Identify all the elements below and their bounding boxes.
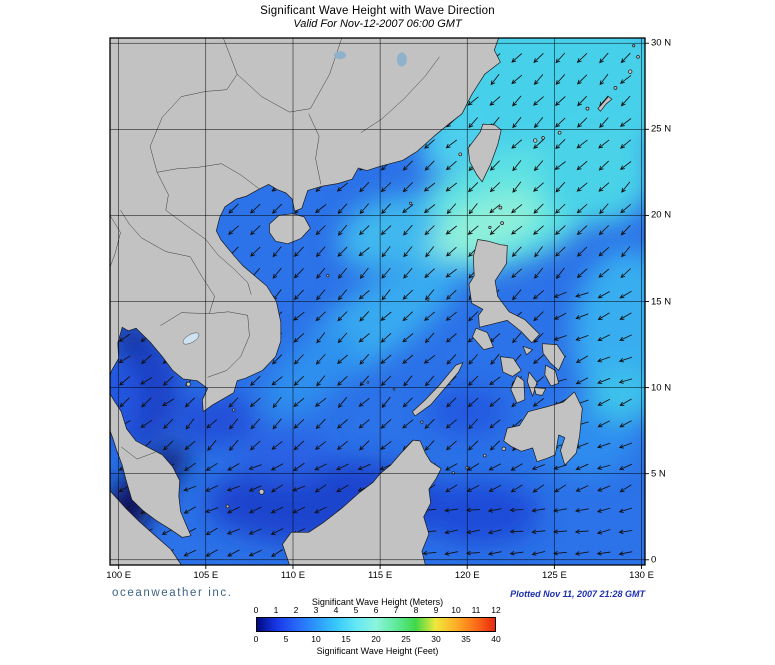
colorbar-meters-tick: 8 bbox=[413, 605, 419, 615]
lon-label: 125 E bbox=[541, 570, 567, 581]
colorbar-meters-tick: 12 bbox=[491, 605, 501, 615]
grid-layer bbox=[110, 38, 649, 569]
colorbar-meters-tick: 3 bbox=[313, 605, 319, 615]
colorbar-title-feet: Significant Wave Height (Feet) bbox=[316, 646, 439, 656]
lon-label: 105 E bbox=[193, 570, 219, 581]
lat-label: 25 N bbox=[651, 123, 672, 135]
colorbar-meters-tick: 10 bbox=[451, 605, 461, 615]
land-layer bbox=[110, 38, 640, 565]
map-frame bbox=[109, 37, 646, 566]
colorbar-feet-tick: 35 bbox=[461, 634, 471, 644]
plotted-timestamp: Plotted Nov 11, 2007 21:28 GMT bbox=[510, 589, 645, 599]
lat-label: 15 N bbox=[651, 296, 672, 307]
lat-label: 30 N bbox=[651, 37, 672, 49]
colorbar-feet-tick: 5 bbox=[283, 634, 289, 644]
colorbar-feet-tick: 15 bbox=[341, 634, 351, 644]
lon-label: 130 E bbox=[629, 570, 654, 581]
colorbar-meters-tick: 4 bbox=[333, 605, 339, 615]
colorbar-meters-tick: 1 bbox=[273, 605, 279, 615]
colorbar-feet-tick: 10 bbox=[311, 634, 321, 644]
lon-label: 100 E bbox=[106, 570, 132, 581]
colorbar-feet-tick: 20 bbox=[371, 634, 381, 644]
colorbar-meters-tick: 7 bbox=[393, 605, 399, 615]
colorbar-feet-tick: 30 bbox=[431, 634, 441, 644]
lat-label: 5 N bbox=[651, 468, 666, 480]
colorbar-meters-tick: 6 bbox=[373, 605, 379, 615]
colorbar-meters-tick: 2 bbox=[293, 605, 299, 615]
lat-label: 20 N bbox=[651, 209, 672, 221]
chart-title: Significant Wave Height with Wave Direct… bbox=[260, 5, 495, 17]
colorbar-meters-tick: 11 bbox=[471, 605, 481, 615]
colorbar-title-meters: Significant Wave Height (Meters) bbox=[311, 597, 444, 607]
lon-label: 110 E bbox=[280, 570, 306, 581]
oceanweather-logo: oceanweather inc. bbox=[112, 587, 233, 599]
colorbar-feet-tick: 40 bbox=[491, 634, 501, 644]
chart-valid-time: Valid For Nov-12-2007 06:00 GMT bbox=[293, 18, 462, 30]
colorbar-gradient bbox=[256, 617, 496, 632]
lon-label: 120 E bbox=[454, 570, 480, 581]
lon-label: 115 E bbox=[368, 570, 393, 581]
colorbar-feet-tick: 0 bbox=[253, 634, 259, 644]
colorbar-meters-tick: 0 bbox=[253, 605, 259, 615]
lakes-layer bbox=[182, 51, 407, 345]
colorbar-feet-tick: 25 bbox=[401, 634, 411, 644]
colorbar-meters-tick: 5 bbox=[353, 605, 359, 615]
colorbar-meters-tick: 9 bbox=[433, 605, 439, 615]
lat-label: 10 N bbox=[651, 382, 672, 394]
lat-label: 0 bbox=[651, 554, 657, 566]
